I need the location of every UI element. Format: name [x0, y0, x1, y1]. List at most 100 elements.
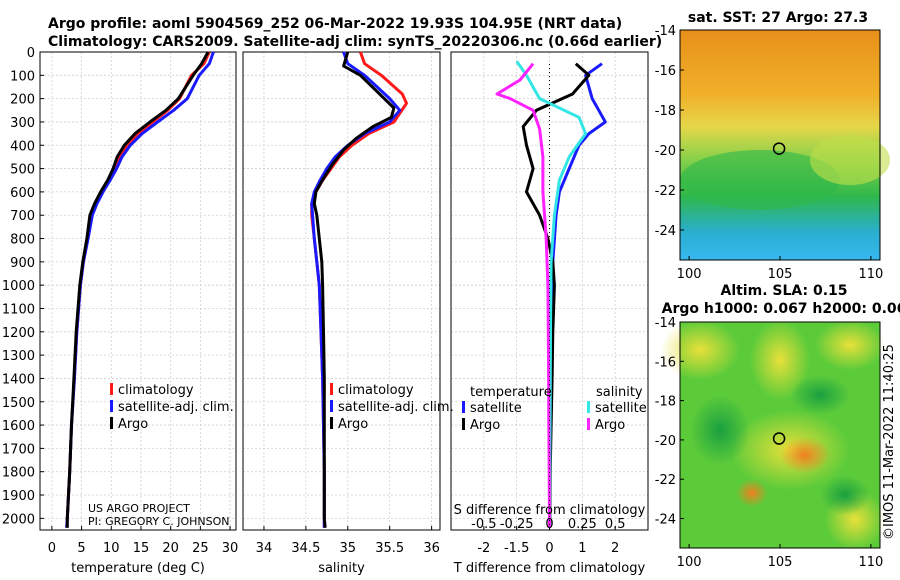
sla_map-ytick-label-4: -22	[655, 473, 676, 488]
sst-map-title: sat. SST: 27 Argo: 27.3	[688, 10, 868, 26]
sla-blob-3	[815, 320, 885, 370]
s-tick-label-2: 0	[545, 517, 553, 532]
temperature-frame	[39, 51, 237, 531]
difference-xtick-label-4: 2	[611, 541, 619, 556]
depth-tick-label-9: 900	[10, 256, 35, 271]
temperature-xtick-label-2: 10	[103, 541, 120, 556]
sst_map-profile-marker	[772, 142, 786, 155]
imos-credit: ©IMOS 11-Mar-2022 11:40:25	[882, 344, 897, 540]
diff-legend-salinity-swatch-0	[587, 401, 590, 413]
salinity-xtick-label-0: 34	[256, 541, 273, 556]
sla-blob-10	[820, 475, 870, 515]
depth-tick-label-8: 800	[10, 233, 35, 248]
difference-series-3	[495, 62, 551, 528]
sst_map-xtick-label-0: 100	[677, 267, 702, 282]
salinity-panel: 34 34.5 35 35.5 36 salinity climatology satelli…	[242, 51, 454, 576]
pi-credit: PI: GREGORY C. JOHNSON	[88, 515, 229, 528]
temperature-legend-swatch-1	[110, 400, 113, 412]
salinity-series-2	[312, 51, 396, 528]
s-tick-label-3: 0.25	[568, 517, 597, 532]
salinity-legend-label-2: Argo	[338, 417, 368, 432]
sst-yellow-patch	[810, 135, 890, 185]
depth-tick-label-3: 300	[10, 116, 35, 131]
temperature-xtick-label-3: 15	[133, 541, 150, 556]
salinity-xtick-label-2: 35	[340, 541, 357, 556]
temperature-series-1	[65, 51, 215, 528]
depth-tick-label-5: 500	[10, 163, 35, 178]
temperature-panel: 0 5 10 15 20 25 30 temperature (deg C) 0 100 200 30…	[2, 46, 238, 576]
salinity-legend-swatch-1	[330, 400, 333, 412]
sla-map-title: Altim. SLA: 0.15	[720, 283, 847, 299]
temperature-xtick-label-5: 25	[192, 541, 209, 556]
difference-series-2	[515, 60, 588, 528]
sla_map-xtick-label-1: 105	[768, 555, 793, 570]
depth-tick-label-18: 1800	[2, 466, 35, 481]
temperature-xtick-label-6: 30	[222, 541, 239, 556]
depth-tick-label-19: 1900	[2, 489, 35, 504]
difference-series-0	[548, 62, 607, 528]
temperature-xtick-label-4: 20	[162, 541, 179, 556]
depth-tick-label-4: 400	[10, 139, 35, 154]
sla_map-ytick-label-1: -16	[655, 355, 676, 370]
depth-tick-label-2: 200	[10, 93, 35, 108]
sst_map-ytick-label-2: -18	[655, 104, 676, 119]
temperature-series-2	[65, 51, 210, 528]
diff-legend-temperature-label-1: Argo	[470, 418, 500, 433]
difference-xtick-label-3: 1	[578, 541, 586, 556]
sla_map-ytick-label-2: -18	[655, 395, 676, 410]
temperature-legend-swatch-0	[110, 383, 113, 395]
sst-map: 100 105 110 -14 -16 -18 -20 -22 -24	[655, 24, 890, 282]
depth-tick-label-10: 1000	[2, 279, 35, 294]
sla-blob-8	[690, 395, 750, 465]
salinity-series-0	[310, 51, 408, 528]
salinity-legend-swatch-2	[330, 417, 333, 429]
depth-tick-label-7: 700	[10, 209, 35, 224]
diff-legend-salinity-swatch-1	[587, 418, 590, 430]
sst_map-ytick-label-4: -22	[655, 184, 676, 199]
diff-legend-salinity-label-1: Argo	[595, 418, 625, 433]
salinity-xtick-label-4: 36	[423, 541, 440, 556]
temperature-legend-label-0: climatology	[118, 383, 194, 398]
temperature-xlabel: temperature (deg C)	[71, 561, 205, 576]
depth-tick-label-6: 600	[10, 186, 35, 201]
depth-tick-label-11: 1100	[2, 302, 35, 317]
sla_map-ytick-label-3: -20	[655, 434, 676, 449]
sla-blob-9	[790, 375, 850, 415]
diff-legend-salinity-title: salinity	[596, 385, 643, 400]
temperature-legend-swatch-2	[110, 417, 113, 429]
sla-blob-2	[750, 320, 810, 400]
diff-legend-temperature-title: temperature	[470, 385, 552, 400]
temperature-series-0	[65, 51, 211, 528]
sla-blob-6	[736, 479, 768, 507]
sst_map-xtick-label-2: 110	[858, 267, 883, 282]
salinity-xlabel: salinity	[318, 561, 365, 576]
depth-tick-label-20: 2000	[2, 512, 35, 527]
sla_map-profile-marker	[772, 432, 786, 445]
salinity-legend-label-1: satellite-adj. clim.	[338, 400, 454, 415]
sla_map-xtick-label-0: 100	[677, 555, 702, 570]
depth-tick-label-16: 1600	[2, 419, 35, 434]
temperature-legend-label-2: Argo	[118, 417, 148, 432]
difference-xtick-label-2: 0	[545, 541, 553, 556]
sst_map-xtick-label-1: 105	[768, 267, 793, 282]
sst_map-ytick-label-5: -24	[655, 224, 676, 239]
header-line1: Argo profile: aoml 5904569_252 06-Mar-20…	[48, 16, 622, 32]
depth-tick-label-15: 1500	[2, 396, 35, 411]
difference-xlabel: T difference from climatology	[453, 561, 646, 576]
sst-green-tongue	[680, 150, 840, 210]
depth-tick-label-12: 1200	[2, 326, 35, 341]
difference-xtick-label-0: -2	[477, 541, 490, 556]
depth-tick-label-14: 1400	[2, 372, 35, 387]
sst_map-ytick-label-3: -20	[655, 144, 676, 159]
difference-series-1	[521, 62, 591, 528]
diff-legend-salinity-label-0: satellite	[595, 401, 647, 416]
sst_map-ytick-label-0: -14	[655, 24, 676, 39]
diff-legend-temperature-label-0: satellite	[470, 401, 522, 416]
s-tick-label-1: -0.25	[500, 517, 534, 532]
header-line2: Climatology: CARS2009. Satellite-adj cli…	[48, 34, 662, 50]
depth-tick-label-1: 100	[10, 69, 35, 84]
sla-blob-5	[780, 437, 830, 473]
depth-tick-label-13: 1300	[2, 349, 35, 364]
sst_map-ytick-label-1: -16	[655, 64, 676, 79]
